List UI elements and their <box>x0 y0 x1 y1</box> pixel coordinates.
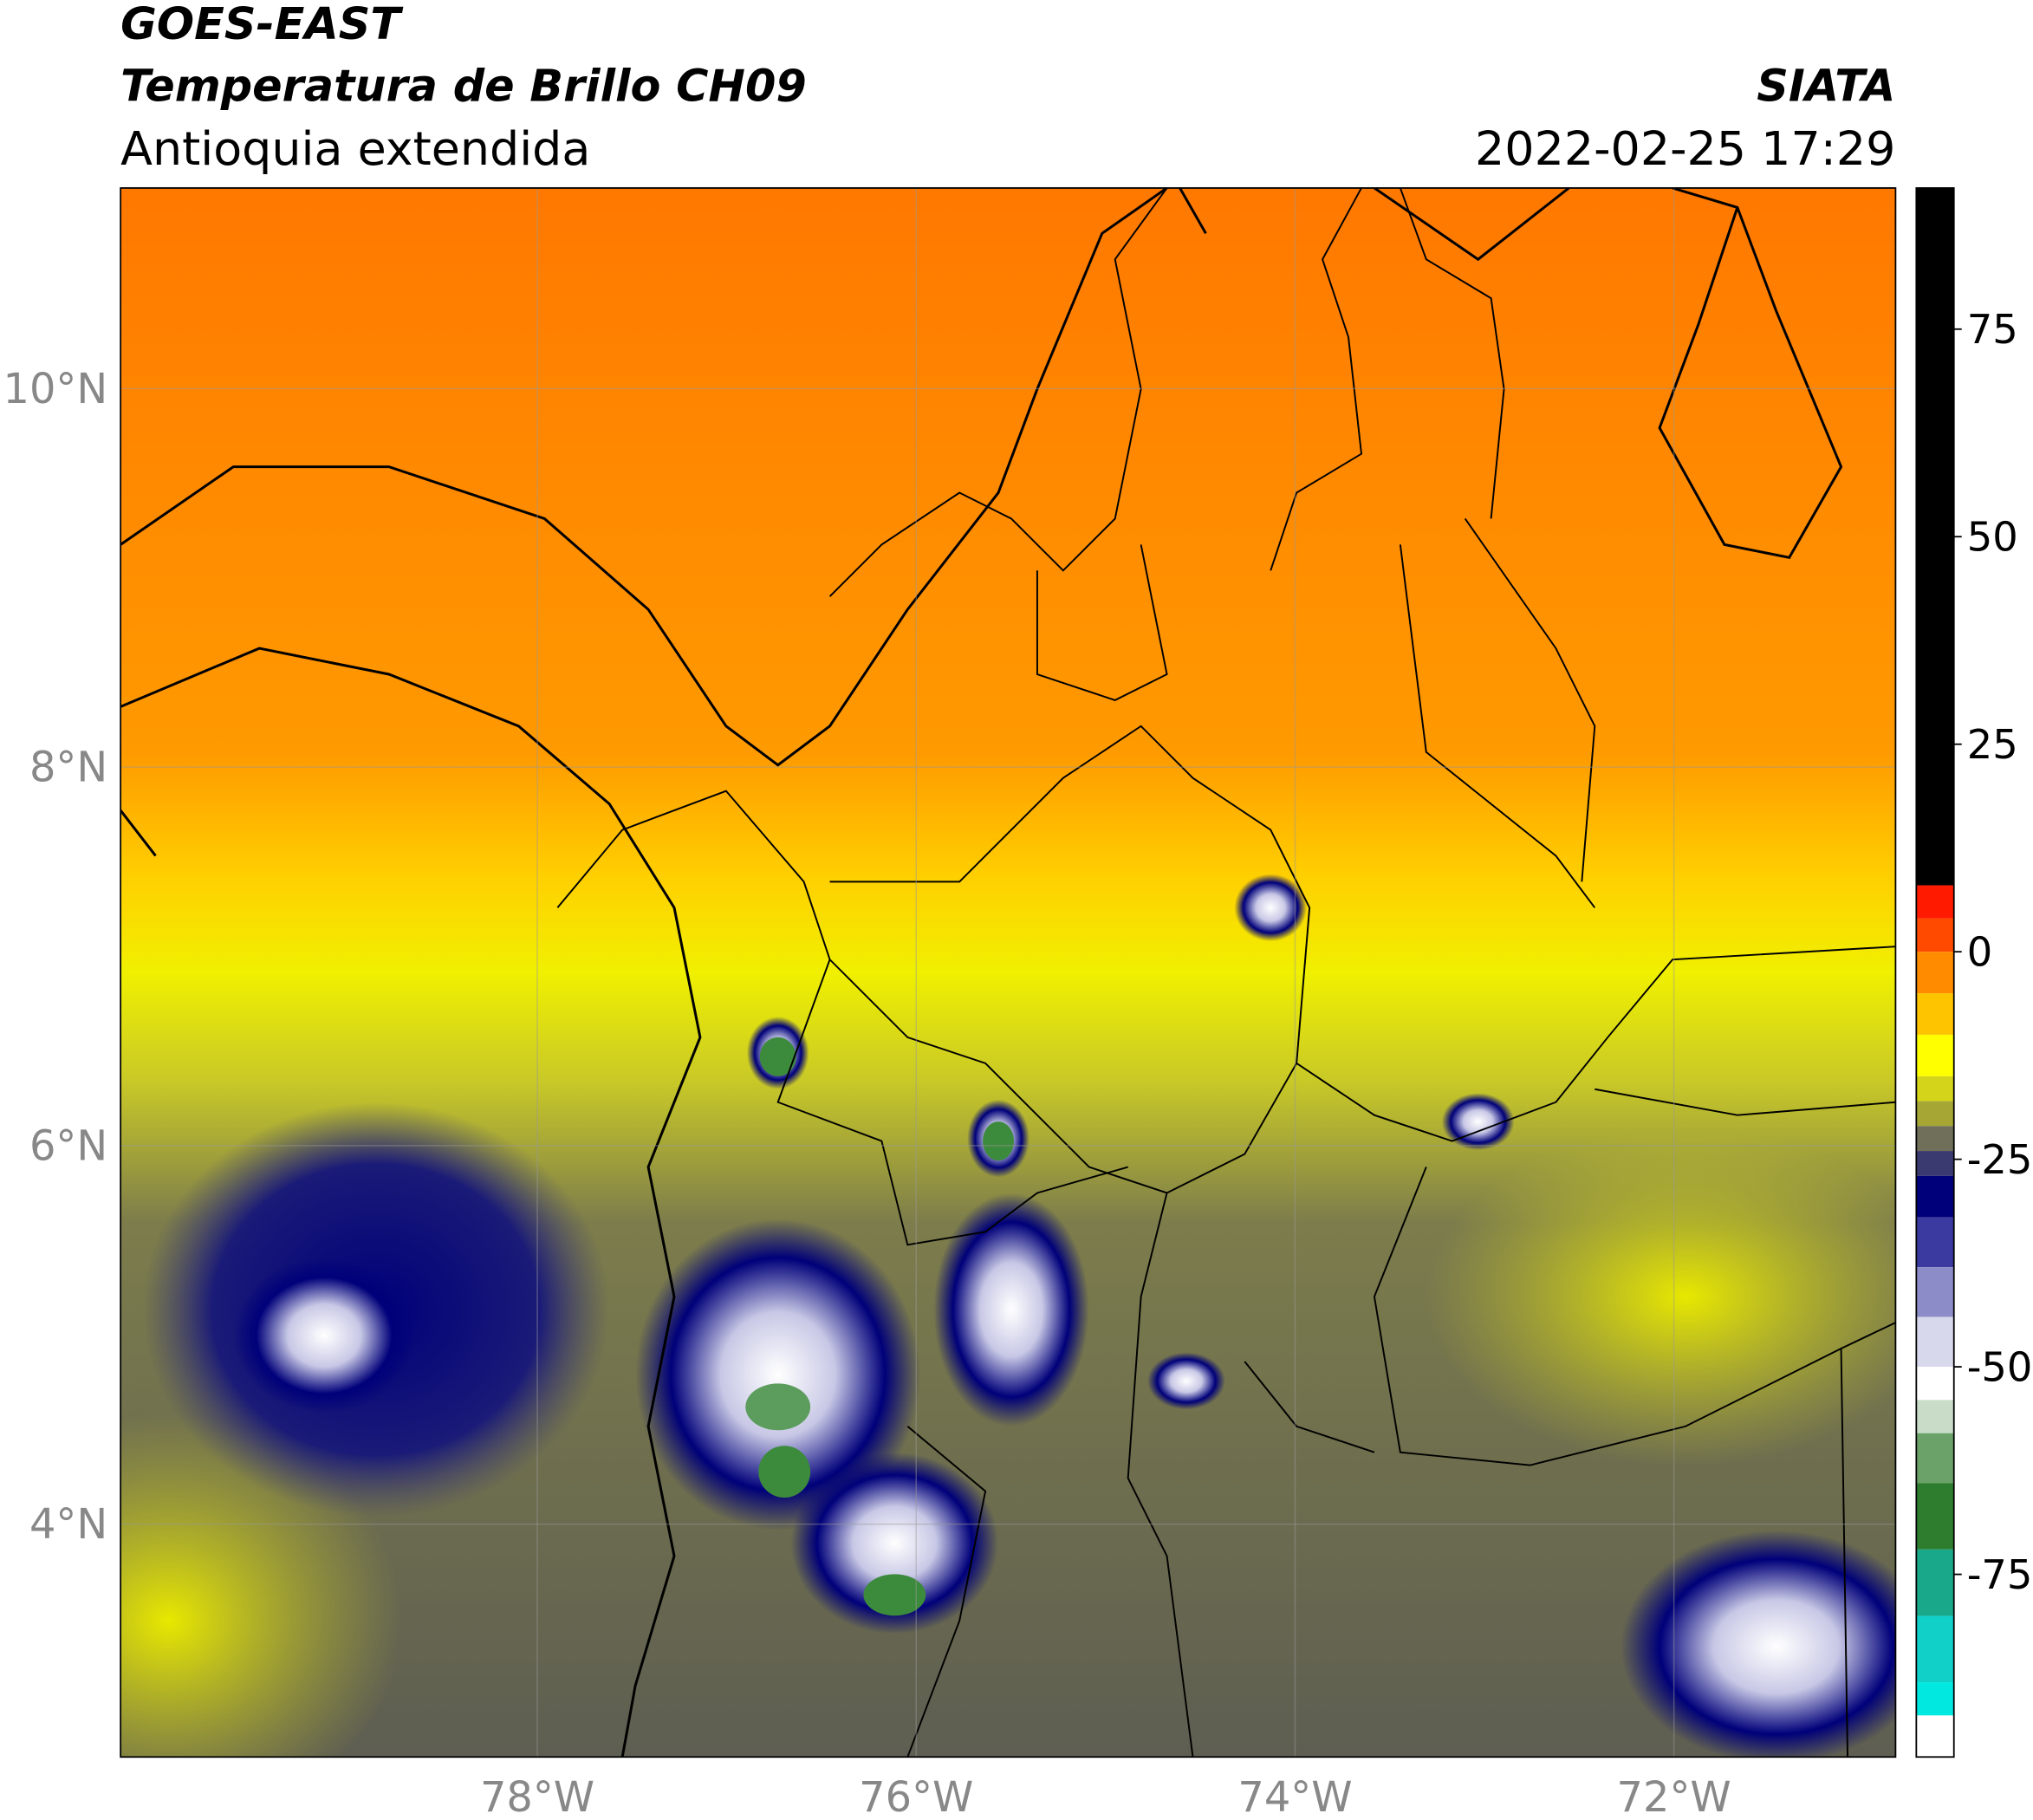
brightness-temperature-image <box>120 187 1896 1758</box>
colorbar-segment <box>1916 1316 1954 1368</box>
x-tick-label: 78°W <box>480 1774 594 1820</box>
colorbar-segment <box>1916 1367 1954 1401</box>
colorbar-segment <box>1916 1267 1954 1317</box>
map-frame <box>120 187 1897 1758</box>
colorbar-segment <box>1916 1400 1954 1433</box>
organization: SIATA <box>1757 61 1895 112</box>
y-tick-label: 4°N <box>29 1501 107 1549</box>
colorbar-segment <box>1916 1126 1954 1152</box>
colorbar-segment <box>1916 1217 1954 1268</box>
colorbar-segment <box>1916 1101 1954 1127</box>
colorbar-segment <box>1916 1151 1954 1176</box>
colorbar-frame <box>1915 187 1955 1758</box>
colorbar-segment <box>1916 993 1954 1035</box>
colorbar-segment <box>1916 1615 1954 1683</box>
title: GOES-EAST <box>120 0 404 49</box>
colorbar-tick-label: 25 <box>1967 721 2018 768</box>
colorbar-tick-label: -25 <box>1967 1136 2033 1183</box>
x-tick-label: 76°W <box>859 1774 973 1820</box>
y-tick-label: 10°N <box>3 366 108 413</box>
colorbar-segment <box>1916 1715 1954 1758</box>
colorbar-tick-label: -75 <box>1967 1551 2033 1598</box>
region: Antioquia extendida <box>120 121 590 176</box>
colorbar-tick-label: 50 <box>1967 514 2018 561</box>
colorbar-segment <box>1916 1076 1954 1102</box>
colorbar-segment <box>1916 1483 1954 1550</box>
subtitle: Temperatura de Brillo CH09 <box>120 61 807 112</box>
colorbar-tick-label: -50 <box>1967 1344 2033 1391</box>
colorbar-segment <box>1916 952 1954 994</box>
colorbar-segment <box>1916 885 1954 919</box>
colorbar-tick-label: 0 <box>1967 929 1993 976</box>
colorbar-segment <box>1916 187 1954 886</box>
colorbar-segment <box>1916 1549 1954 1616</box>
colorbar-segment <box>1916 1433 1954 1484</box>
colorbar-tick-label: 75 <box>1967 306 2018 353</box>
colorbar-segment <box>1916 918 1954 952</box>
colorbar-segment <box>1916 1034 1954 1076</box>
colorbar-segment <box>1916 1175 1954 1218</box>
x-tick-label: 74°W <box>1237 1774 1352 1820</box>
y-tick-label: 6°N <box>29 1122 107 1170</box>
y-tick-label: 8°N <box>29 744 107 792</box>
colorbar-segment <box>1916 1682 1954 1716</box>
datetime: 2022-02-25 17:29 <box>1475 121 1895 176</box>
x-tick-label: 72°W <box>1617 1774 1731 1820</box>
